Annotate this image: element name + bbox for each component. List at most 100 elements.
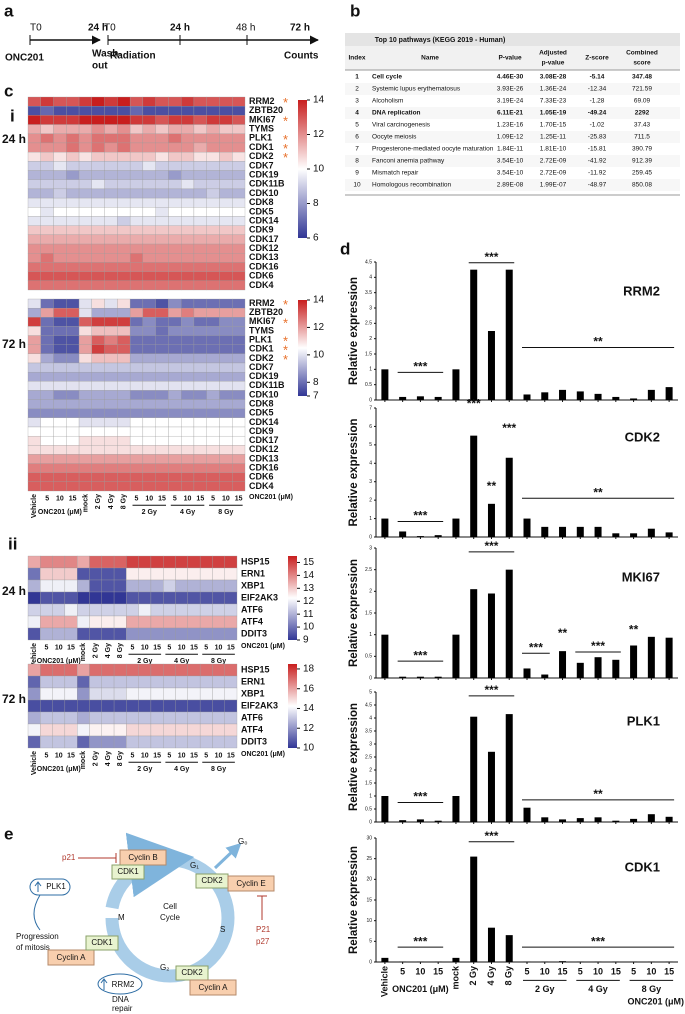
significance-label: *** (591, 639, 605, 653)
heat-cell (53, 426, 67, 437)
heat-cell (224, 687, 238, 701)
x-tick-label: Vehicle (31, 643, 38, 667)
heat-cell (168, 243, 182, 254)
heat-cell (168, 207, 182, 217)
x-tick-label: 2 Gy (92, 643, 99, 658)
heat-cell (175, 567, 188, 581)
heat-cell (91, 142, 105, 153)
heat-cell (91, 262, 105, 272)
heat-cell (78, 344, 92, 355)
heat-cell (193, 326, 207, 336)
row-label: ATF6 (241, 712, 263, 722)
heat-cell (219, 481, 233, 492)
heat-cell (78, 133, 92, 144)
heat-cell (117, 280, 131, 291)
heat-cell (142, 234, 156, 245)
heat-cell (181, 216, 195, 226)
colorbar-tick-label: 18 (303, 664, 315, 675)
table-cell: 1.84E-11 (497, 146, 523, 153)
table-cell: 3.19E-24 (497, 98, 524, 105)
colorbar-tick-label: 8 (313, 377, 319, 388)
heat-cell (193, 344, 207, 355)
heat-cell (193, 381, 207, 391)
heat-cell (193, 142, 207, 153)
table-cell: 1.70E-15 (540, 122, 567, 129)
heat-cell (78, 124, 92, 134)
heat-cell (113, 663, 127, 677)
heat-cell (27, 371, 41, 382)
heat-cell (187, 675, 201, 689)
heat-cell (193, 253, 207, 263)
heat-cell (91, 435, 105, 446)
heat-cell (129, 96, 144, 107)
significance-label: *** (484, 539, 498, 553)
heat-cell (212, 579, 225, 593)
heat-cell (66, 344, 80, 355)
heat-cell (40, 142, 54, 153)
heat-cell (78, 408, 92, 419)
heat-cell (168, 390, 182, 400)
heat-cell (53, 472, 67, 483)
heat-cell (163, 723, 176, 737)
heat-cell (89, 735, 102, 749)
time-label: 48 h (236, 23, 255, 34)
significance-label: *** (484, 683, 498, 697)
heat-cell (168, 408, 182, 419)
heat-cell (219, 115, 233, 125)
heat-cell (219, 142, 233, 153)
y-tick-label: 0.5 (365, 654, 372, 660)
table-cell: -41.92 (588, 158, 607, 165)
y-axis-label: Relative expression (348, 703, 360, 811)
heat-cell (206, 271, 220, 281)
table-cell: 7.33E-23 (540, 98, 567, 105)
bar (576, 818, 584, 822)
heat-cell (181, 463, 195, 473)
heat-cell (193, 417, 207, 428)
heat-cell (117, 106, 131, 116)
heat-cell (113, 591, 127, 605)
table-cell: Homologous recombination (372, 182, 452, 189)
x-tick-label: mock (80, 751, 87, 769)
heat-cell (142, 326, 156, 336)
heat-cell (142, 142, 156, 153)
heat-cell (52, 615, 66, 629)
table-row-bg (345, 155, 680, 167)
cyclin: Cyclin B (128, 853, 157, 862)
heat-cell (104, 307, 118, 318)
heat-cell (117, 481, 131, 492)
heat-cell (155, 179, 169, 190)
heat-cell (232, 124, 246, 134)
row-label: CDK8 (249, 197, 274, 207)
heat-cell (219, 298, 233, 309)
row-label: EIF2AK3 (241, 700, 278, 710)
heat-cell (53, 344, 67, 355)
heat-cell (155, 307, 169, 318)
heat-cell (193, 271, 207, 281)
heat-cell (117, 96, 131, 107)
heat-cell (206, 216, 220, 226)
heat-cell (206, 106, 220, 116)
event-label: Counts (284, 51, 319, 62)
heat-cell (104, 142, 118, 153)
heat-cell (150, 675, 164, 689)
heat-cell (78, 225, 92, 236)
heat-cell (27, 96, 41, 107)
heat-cell (64, 555, 78, 569)
heat-cell (199, 567, 213, 581)
heat-cell (181, 399, 195, 409)
heat-cell (193, 335, 207, 345)
heat-cell (91, 243, 105, 254)
inhibitor: p21 (62, 853, 76, 862)
x-tick-label: 5 (400, 967, 405, 977)
heat-cell (101, 603, 115, 617)
heat-cell (181, 408, 195, 419)
table-header: P-value (498, 55, 522, 62)
heat-cell (53, 326, 67, 336)
timeline: T0 24 h T0 24 h 48 h 72 h ONC201 Wash- o… (5, 23, 319, 72)
heat-cell (181, 317, 195, 327)
table-cell: -1.02 (590, 122, 605, 129)
colorbar-tick-label: 10 (313, 164, 325, 175)
heat-cell (187, 579, 201, 593)
table-cell: 2292 (635, 110, 650, 117)
colorbar-tick-label: 8 (313, 198, 319, 209)
